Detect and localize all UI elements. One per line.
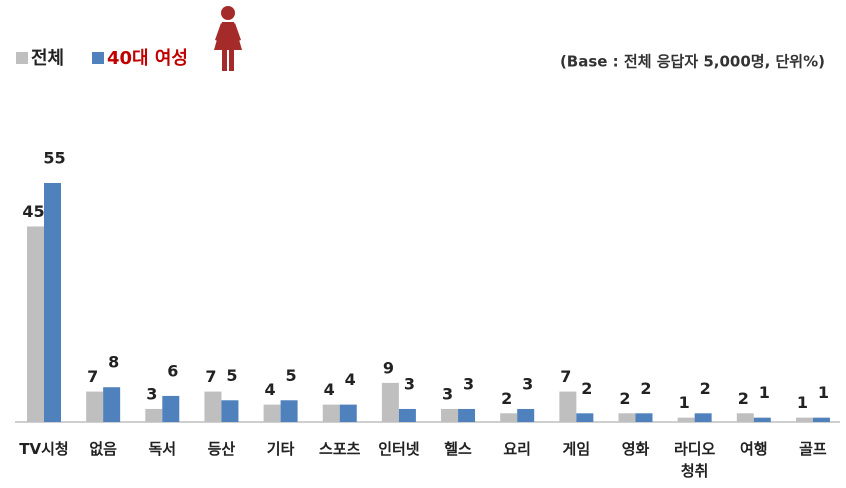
data-label: 1 xyxy=(818,383,829,402)
bar xyxy=(618,413,636,422)
bar xyxy=(103,387,121,422)
note: (Base : 전체 응답자 5,000명, 단위%) xyxy=(560,53,825,71)
bar xyxy=(635,413,653,422)
bar xyxy=(27,226,44,422)
bar xyxy=(736,413,754,422)
x-tick-label: 인터넷 xyxy=(378,440,420,458)
data-label: 4 xyxy=(324,380,335,399)
bar xyxy=(812,417,830,422)
legend-label: 전체 xyxy=(31,48,64,69)
bar xyxy=(263,404,281,422)
data-label: 8 xyxy=(108,353,119,372)
bar xyxy=(204,391,222,422)
data-label: 3 xyxy=(463,374,474,393)
x-tick-label: 영화 xyxy=(621,440,650,458)
data-label: 1 xyxy=(759,383,770,402)
data-label: 4 xyxy=(345,370,356,389)
legend-label: 40대 여성 xyxy=(107,48,188,69)
x-tick-label: 골프 xyxy=(799,440,827,458)
bar xyxy=(162,395,180,422)
data-label: 7 xyxy=(560,367,571,386)
bar xyxy=(398,408,416,422)
bar xyxy=(677,417,695,422)
x-tick-label: 독서 xyxy=(148,440,177,458)
data-label: 45 xyxy=(22,202,44,221)
data-label: 1 xyxy=(797,393,808,412)
bar xyxy=(795,417,813,422)
data-label: 2 xyxy=(640,379,651,398)
data-label: 7 xyxy=(87,367,98,386)
x-tick-label: 여행 xyxy=(739,440,768,458)
bar xyxy=(753,417,771,422)
data-label: 3 xyxy=(404,374,415,393)
bar xyxy=(576,413,594,422)
bar xyxy=(458,408,476,422)
bar xyxy=(441,408,459,422)
data-label: 1 xyxy=(679,393,690,412)
data-label: 5 xyxy=(286,366,297,385)
x-tick-label: 스포츠 xyxy=(319,440,361,458)
bar xyxy=(381,382,399,422)
bar xyxy=(559,391,577,422)
x-tick-label: 게임 xyxy=(562,440,591,458)
data-label: 3 xyxy=(146,384,157,403)
data-label: 2 xyxy=(619,389,630,408)
data-label: 6 xyxy=(167,361,178,380)
bar xyxy=(280,400,298,422)
data-label: 2 xyxy=(501,389,512,408)
x-tick-label: 헬스 xyxy=(444,440,472,458)
bar xyxy=(694,413,712,422)
bar xyxy=(517,408,535,422)
data-label: 3 xyxy=(522,374,533,393)
x-tick-label: 요리 xyxy=(503,440,531,458)
x-tick-label: TV시청 xyxy=(19,440,69,458)
legend-swatch xyxy=(92,52,104,64)
data-label: 2 xyxy=(700,379,711,398)
data-label: 3 xyxy=(442,384,453,403)
bar xyxy=(86,391,104,422)
data-label: 5 xyxy=(226,366,237,385)
data-label: 2 xyxy=(581,379,592,398)
data-label: 7 xyxy=(205,367,216,386)
bar xyxy=(322,404,340,422)
bar xyxy=(145,408,163,422)
x-tick-label: 기타 xyxy=(266,440,295,458)
bar xyxy=(44,183,61,422)
x-tick-label: 등산 xyxy=(207,440,236,458)
x-tick-label: 라디오 청취 xyxy=(673,440,716,480)
bar xyxy=(339,404,357,422)
data-label: 4 xyxy=(265,380,276,399)
woman-icon xyxy=(214,6,242,71)
x-tick-label: 없음 xyxy=(89,440,117,458)
data-label: 55 xyxy=(43,149,65,168)
legend-swatch xyxy=(16,52,28,64)
data-label: 9 xyxy=(383,358,394,377)
bar xyxy=(221,400,239,422)
bar xyxy=(500,413,518,422)
data-label: 2 xyxy=(738,389,749,408)
